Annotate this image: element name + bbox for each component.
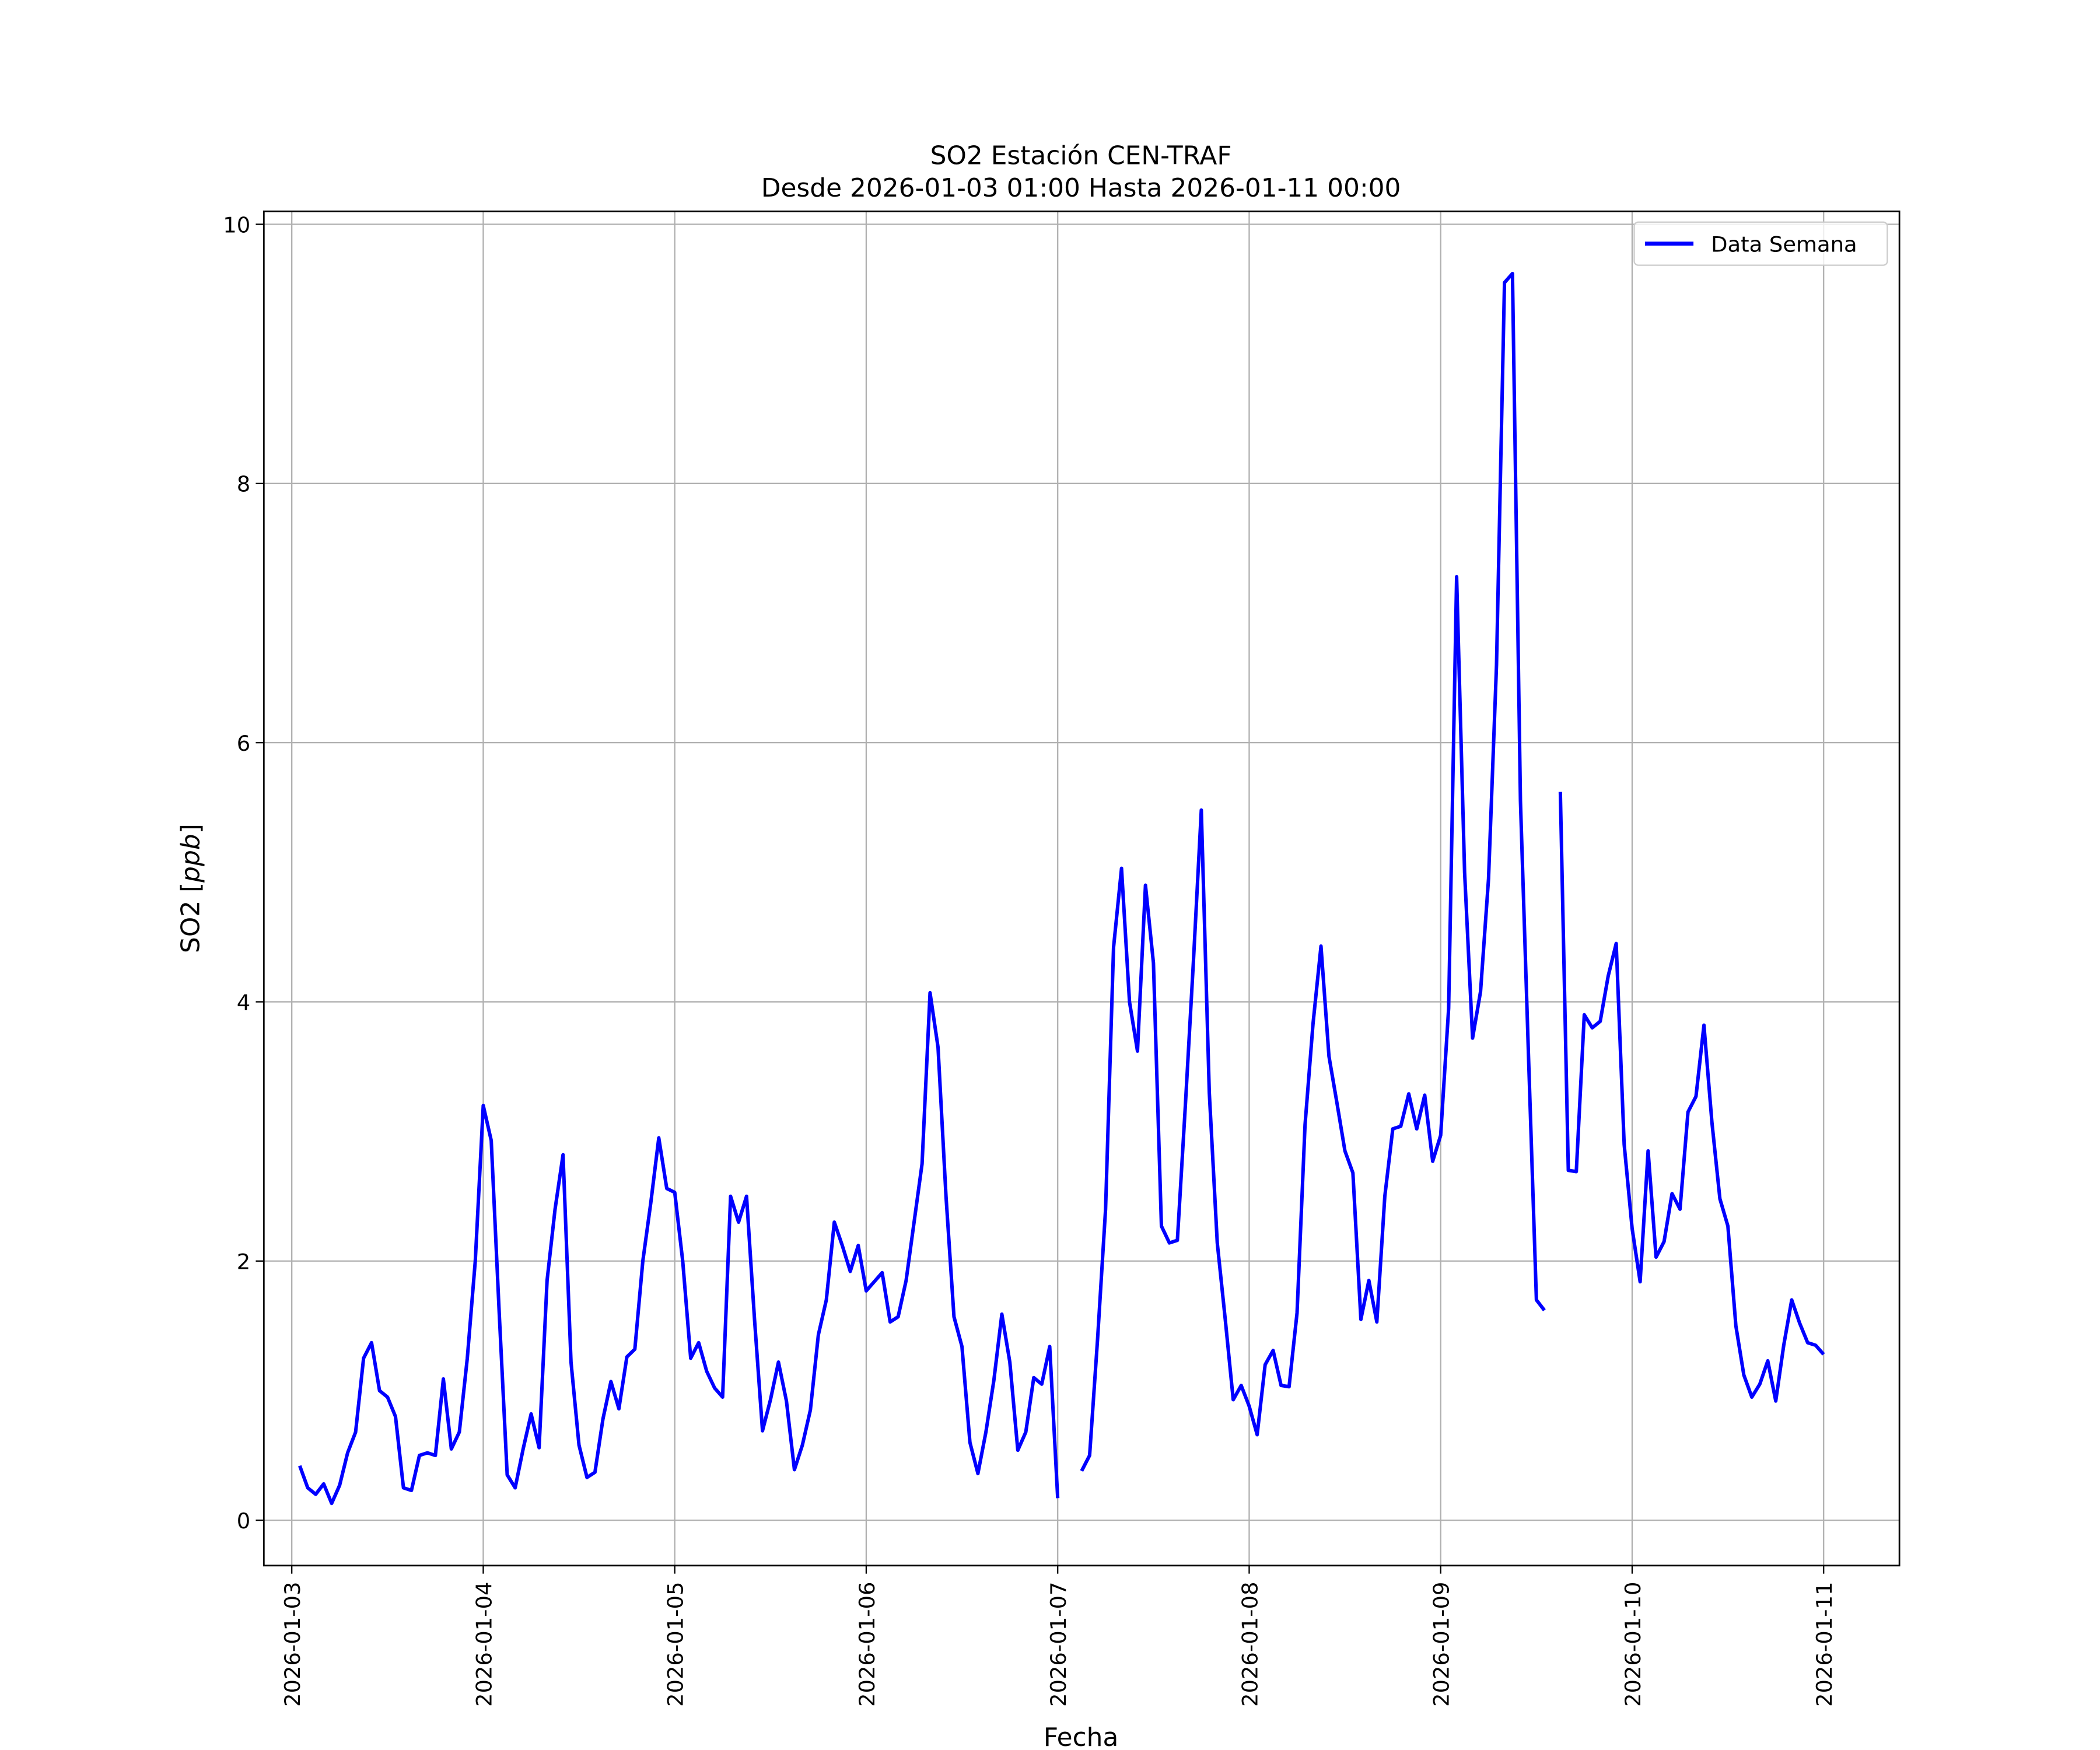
axes-frame (262, 210, 1901, 1567)
series-line-segment (298, 991, 1060, 1506)
y-axis-label-text: SO2 [ (176, 883, 206, 953)
x-tick-label: 2026-01-04 (471, 1582, 496, 1707)
x-tick-label: 2026-01-03 (280, 1582, 305, 1707)
legend-box (1633, 221, 1888, 266)
x-axis-label: Fecha (1044, 1723, 1119, 1750)
legend: Data Semana (1633, 221, 1888, 266)
grid (264, 211, 1900, 1566)
legend-label: Data Semana (1711, 232, 1857, 257)
y-tick-label: 8 (237, 472, 250, 497)
y-tick-label: 2 (237, 1250, 250, 1275)
x-tick-label: 2026-01-10 (1620, 1582, 1646, 1707)
series-lines (298, 271, 1825, 1506)
y-axis-label: SO2 [ppb] (176, 824, 206, 953)
ticks: 2026-01-03 2026-01-04 2026-01-05 2026-01-06… (223, 212, 1837, 1707)
x-tick-label: 2026-01-05 (663, 1582, 688, 1707)
series-line-segment (1558, 792, 1825, 1403)
x-tick-label: 2026-01-07 (1046, 1582, 1071, 1707)
x-tick-label: 2026-01-06 (855, 1582, 880, 1707)
y-tick-label: 6 (237, 731, 250, 756)
y-tick-label: 0 (237, 1508, 250, 1534)
x-tick-label: 2026-01-08 (1237, 1582, 1262, 1707)
y-tick-label: 10 (223, 212, 250, 237)
chart-title: SO2 Estación CEN-TRAF (930, 141, 1232, 171)
y-axis-label-unit: ppb (176, 834, 206, 883)
x-tick-label: 2026-01-11 (1812, 1582, 1837, 1707)
chart-subtitle: Desde 2026-01-03 01:00 Hasta 2026-01-11 … (761, 173, 1401, 203)
y-axis-label-close: ] (176, 824, 206, 834)
x-tick-label: 2026-01-09 (1429, 1582, 1454, 1707)
y-tick-label: 4 (237, 990, 250, 1015)
